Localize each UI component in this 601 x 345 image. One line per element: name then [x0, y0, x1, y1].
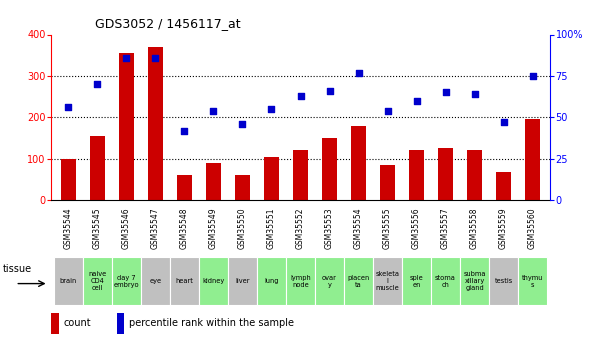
FancyBboxPatch shape [489, 257, 518, 305]
Text: percentile rank within the sample: percentile rank within the sample [129, 318, 294, 328]
Bar [350, 126, 367, 200]
Text: GSM35557: GSM35557 [441, 208, 450, 249]
FancyBboxPatch shape [315, 257, 344, 305]
Point [121, 55, 131, 60]
Bar [147, 47, 163, 200]
Point [93, 81, 102, 87]
FancyBboxPatch shape [431, 257, 460, 305]
Bar [322, 138, 338, 200]
Point [441, 90, 450, 95]
Text: GSM35554: GSM35554 [354, 208, 363, 249]
Bar [90, 136, 105, 200]
Text: stoma
ch: stoma ch [435, 275, 456, 288]
Point [325, 88, 334, 93]
Text: GSM35551: GSM35551 [267, 208, 276, 249]
FancyBboxPatch shape [460, 257, 489, 305]
Point [383, 108, 392, 114]
Text: brain: brain [60, 278, 77, 284]
Text: testis: testis [495, 278, 513, 284]
FancyBboxPatch shape [344, 257, 373, 305]
Point [412, 98, 421, 104]
Text: lymph
node: lymph node [290, 275, 311, 288]
Bar [234, 175, 251, 200]
Point [499, 119, 508, 125]
FancyBboxPatch shape [170, 257, 199, 305]
Text: GSM35560: GSM35560 [528, 208, 537, 249]
Text: kidney: kidney [203, 278, 225, 284]
Text: skeleta
l
muscle: skeleta l muscle [376, 271, 400, 291]
Point [151, 55, 160, 60]
Text: GDS3052 / 1456117_at: GDS3052 / 1456117_at [96, 17, 241, 30]
Text: GSM35545: GSM35545 [93, 208, 102, 249]
FancyBboxPatch shape [54, 257, 83, 305]
Bar [118, 53, 135, 200]
Point [64, 105, 73, 110]
Point [296, 93, 305, 99]
Bar [206, 163, 222, 200]
Point [180, 128, 189, 133]
Text: GSM35559: GSM35559 [499, 208, 508, 249]
FancyBboxPatch shape [286, 257, 315, 305]
FancyBboxPatch shape [83, 257, 112, 305]
Text: naive
CD4
cell: naive CD4 cell [88, 271, 106, 291]
Point [354, 70, 364, 75]
FancyBboxPatch shape [112, 257, 141, 305]
Text: GSM35548: GSM35548 [180, 208, 189, 249]
Bar [438, 148, 454, 200]
Text: day 7
embryо: day 7 embryо [114, 275, 139, 288]
Bar [51, 313, 58, 334]
Bar [409, 150, 424, 200]
Text: GSM35558: GSM35558 [470, 208, 479, 249]
Bar [379, 165, 395, 200]
Text: GSM35553: GSM35553 [325, 208, 334, 249]
Text: lung: lung [264, 278, 279, 284]
Bar [466, 150, 483, 200]
Bar [177, 175, 192, 200]
FancyBboxPatch shape [373, 257, 402, 305]
Point [209, 108, 218, 114]
Bar [293, 150, 308, 200]
Bar [525, 119, 540, 200]
Point [237, 121, 247, 127]
Text: tissue: tissue [2, 264, 32, 274]
Text: ovar
y: ovar y [322, 275, 337, 288]
Point [470, 91, 480, 97]
Bar [117, 313, 124, 334]
Bar [496, 172, 511, 200]
Point [528, 73, 537, 79]
Bar [61, 159, 76, 200]
Text: eye: eye [150, 278, 162, 284]
Text: count: count [63, 318, 91, 328]
Text: GSM35544: GSM35544 [64, 208, 73, 249]
Bar [263, 157, 279, 200]
Text: thymu
s: thymu s [522, 275, 543, 288]
Text: placen
ta: placen ta [347, 275, 370, 288]
FancyBboxPatch shape [402, 257, 431, 305]
Text: sple
en: sple en [410, 275, 423, 288]
Text: GSM35549: GSM35549 [209, 208, 218, 249]
Text: liver: liver [235, 278, 250, 284]
Text: GSM35552: GSM35552 [296, 208, 305, 249]
FancyBboxPatch shape [199, 257, 228, 305]
Text: subma
xillary
gland: subma xillary gland [463, 271, 486, 291]
Text: GSM35546: GSM35546 [122, 208, 131, 249]
FancyBboxPatch shape [141, 257, 170, 305]
Point [267, 106, 276, 112]
Text: GSM35556: GSM35556 [412, 208, 421, 249]
FancyBboxPatch shape [518, 257, 547, 305]
Text: GSM35555: GSM35555 [383, 208, 392, 249]
Text: GSM35550: GSM35550 [238, 208, 247, 249]
Text: GSM35547: GSM35547 [151, 208, 160, 249]
Text: heart: heart [175, 278, 194, 284]
FancyBboxPatch shape [257, 257, 286, 305]
FancyBboxPatch shape [228, 257, 257, 305]
